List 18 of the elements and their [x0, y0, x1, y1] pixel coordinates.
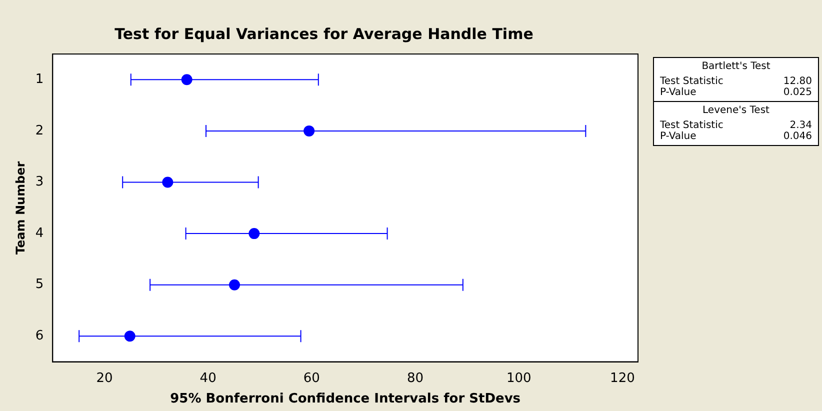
x-tick-label: 80 [406, 370, 424, 386]
y-tick-label: 2 [35, 123, 44, 138]
point [304, 125, 315, 136]
x-tick-label: 60 [303, 370, 320, 386]
x-tick-label: 100 [506, 370, 532, 386]
y-tick-label: 1 [35, 72, 44, 88]
y-tick-label: 6 [35, 328, 44, 344]
y-tick-label: 3 [35, 174, 44, 190]
stats-table: Bartlett's Test Test Statistic 12.80 P-Value 0.025 Levene's Test Test Statistic 2.34 P-Value 0.046 [653, 57, 819, 146]
x-axis-title: 95% Bonferroni Confidence Intervals for StDevs [170, 392, 521, 407]
y-tick-label: 4 [35, 226, 44, 241]
chart-title: Test for Equal Variances for Average Handle Time [114, 24, 534, 43]
x-tick-label: 20 [96, 370, 113, 386]
x-tick-label: 120 [610, 370, 635, 386]
x-tick-label: 40 [200, 370, 216, 386]
y-axis-title: Team Number [13, 161, 28, 255]
y-tick-label: 5 [35, 277, 44, 292]
point [181, 74, 192, 86]
